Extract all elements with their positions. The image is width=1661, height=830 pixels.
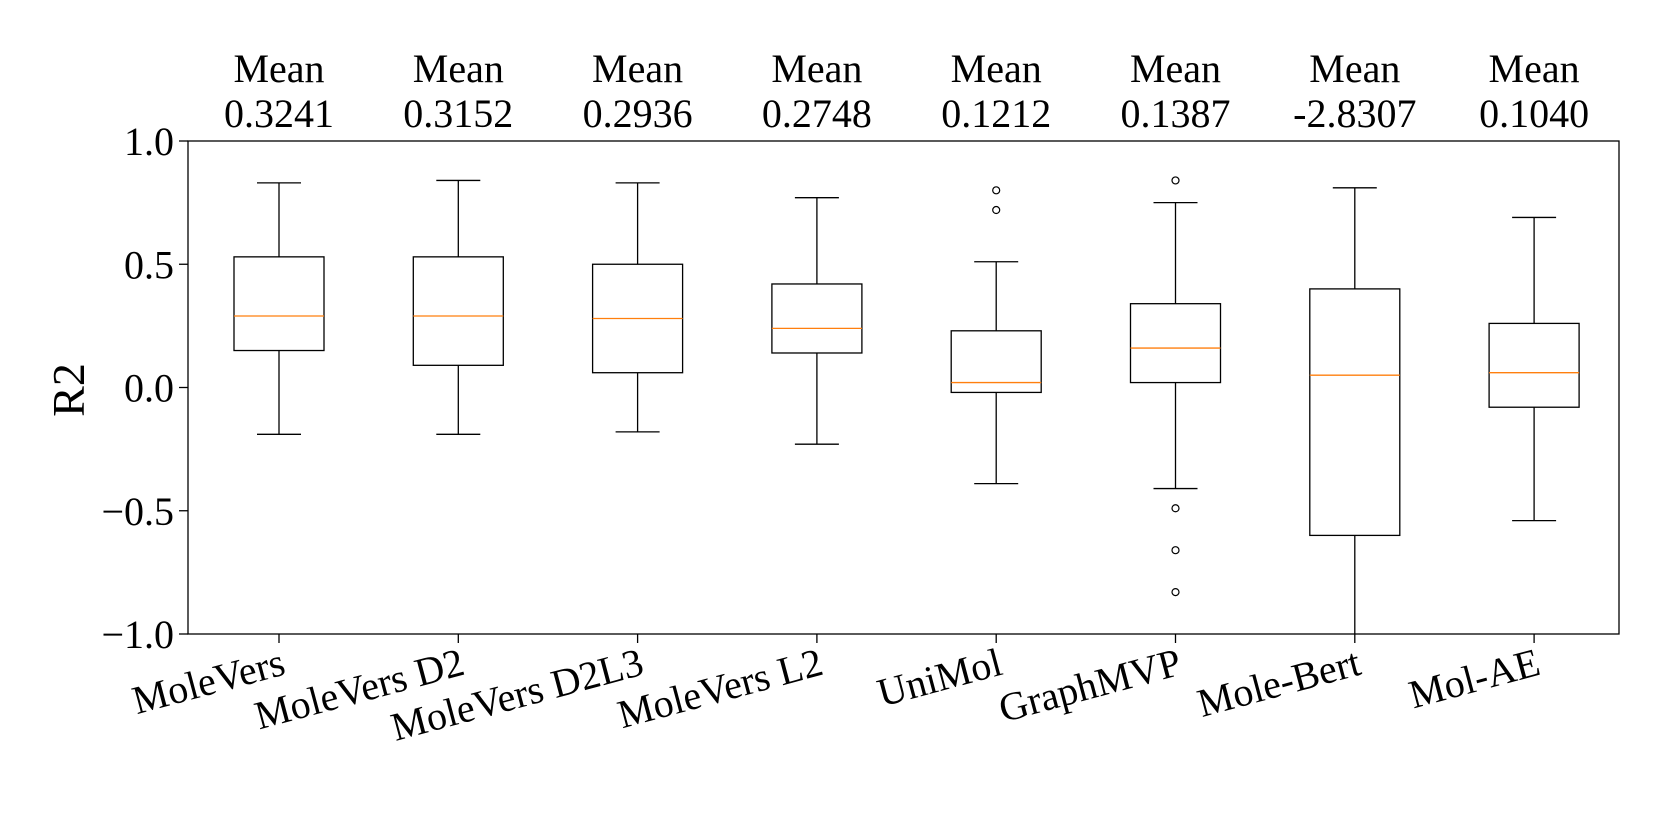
mean-title: Mean (1489, 46, 1580, 91)
mean-value: 0.3241 (224, 91, 334, 136)
mean-value: 0.1212 (941, 91, 1051, 136)
y-tick-label: 0.0 (124, 366, 174, 411)
mean-value: 0.2936 (583, 91, 693, 136)
x-tick-label: Mol-AE (1404, 639, 1544, 717)
mean-title: Mean (951, 46, 1042, 91)
mean-title: Mean (413, 46, 504, 91)
outlier-point (1171, 587, 1180, 597)
mean-value: -2.8307 (1293, 91, 1416, 136)
mean-value: 0.1387 (1121, 91, 1231, 136)
x-tick-label: UniMol (873, 639, 1007, 715)
iqr-box (771, 283, 863, 354)
box-3 (591, 182, 684, 433)
iqr-box (1129, 303, 1222, 384)
y-tick-label: −0.5 (101, 489, 174, 534)
outlier-point (1171, 546, 1180, 555)
iqr-box (233, 256, 325, 352)
mean-title: Mean (1309, 46, 1400, 91)
iqr-box (412, 256, 504, 366)
iqr-box (1309, 288, 1401, 537)
iqr-box (950, 330, 1042, 394)
outlier-point (1171, 176, 1180, 185)
plot-area-frame (187, 140, 1620, 635)
outlier-point (992, 205, 1001, 215)
mean-value: 0.1040 (1479, 91, 1589, 136)
mean-title: Mean (592, 46, 683, 91)
iqr-box (1488, 322, 1580, 408)
outlier-point (1171, 504, 1180, 513)
box-4 (771, 197, 863, 445)
x-tick-label: GraphMVP (994, 639, 1186, 731)
x-tick-label: Mole-Bert (1193, 639, 1366, 726)
y-axis: 1.0 0.5 0.0 −0.5 −1.0 (101, 119, 188, 657)
box-6 (1129, 176, 1222, 597)
mean-labels: Mean0.3241Mean0.3152Mean0.2936Mean0.2748… (224, 46, 1589, 136)
mean-title: Mean (233, 46, 324, 91)
box-1 (233, 182, 325, 435)
mean-title: Mean (771, 46, 862, 91)
y-tick-label: −1.0 (101, 612, 174, 657)
x-tick-label: MoleVers L2 (613, 639, 827, 737)
y-tick-label: 0.5 (124, 242, 174, 287)
box-7 (1309, 187, 1401, 634)
box-8 (1488, 216, 1580, 522)
mean-value: 0.2748 (762, 91, 872, 136)
y-axis-label: R2 (43, 363, 94, 417)
mean-value: 0.3152 (403, 91, 513, 136)
y-tick-label: 1.0 (124, 119, 174, 164)
outlier-point (992, 186, 1001, 195)
box-5 (950, 186, 1042, 485)
mean-title: Mean (1130, 46, 1221, 91)
box-series (233, 176, 1580, 634)
box-2 (412, 179, 504, 435)
